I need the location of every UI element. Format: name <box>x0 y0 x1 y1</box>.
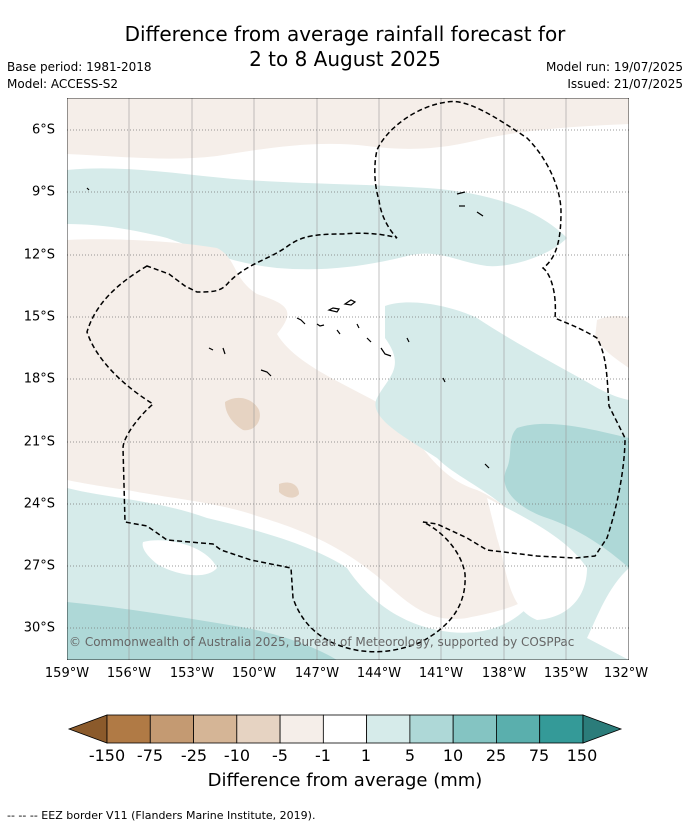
meta-left: Base period: 1981-2018 Model: ACCESS-S2 <box>7 59 152 93</box>
colorbar-cell <box>366 714 411 744</box>
lon-label: 147°W <box>294 666 340 681</box>
title-line-1: Difference from average rainfall forecas… <box>124 22 566 46</box>
colorbar-label: -150 <box>88 746 126 765</box>
issued-date: Issued: 21/07/2025 <box>567 77 683 91</box>
base-period: Base period: 1981-2018 <box>7 60 152 74</box>
lat-label: 24°S <box>23 496 55 512</box>
title-line-2: 2 to 8 August 2025 <box>249 47 441 71</box>
eez-border-french-polynesia <box>86 100 626 653</box>
colorbar-cells <box>106 714 584 744</box>
region-dry-patch-2 <box>279 482 299 498</box>
map-title: Difference from average rainfall forecas… <box>0 22 690 72</box>
islands <box>86 187 490 469</box>
lat-label: 15°S <box>23 309 55 325</box>
lon-label: 144°W <box>356 666 402 681</box>
lat-label: 18°S <box>23 371 55 387</box>
lon-label: 153°W <box>169 666 215 681</box>
lon-label: 156°W <box>106 666 152 681</box>
colorbar <box>67 714 623 744</box>
lon-label: 159°W <box>44 666 90 681</box>
lon-label: 141°W <box>418 666 464 681</box>
colorbar-title: Difference from average (mm) <box>207 770 483 791</box>
lat-label: 30°S <box>23 620 55 636</box>
region-wetter-east <box>504 423 629 568</box>
lat-label: 9°S <box>31 184 55 200</box>
lat-label: 27°S <box>23 558 55 574</box>
region-neutral-southwest <box>142 540 217 576</box>
lon-label: 150°W <box>231 666 277 681</box>
lat-label: 6°S <box>31 122 55 138</box>
lat-label: 12°S <box>23 247 55 263</box>
colorbar-cell <box>279 714 324 744</box>
copyright-text: © Commonwealth of Australia 2025, Bureau… <box>69 635 574 649</box>
colorbar-cell <box>193 714 238 744</box>
colorbar-label: -10 <box>223 746 251 765</box>
colorbar-extend-high <box>582 714 623 744</box>
region-dry-northeast <box>595 316 629 368</box>
grid-lines <box>67 129 629 629</box>
colorbar-label: 1 <box>360 746 372 765</box>
colorbar-cell <box>236 714 281 744</box>
meta-right: Model run: 19/07/2025 Issued: 21/07/2025 <box>546 59 683 93</box>
model-run: Model run: 19/07/2025 <box>545 60 683 74</box>
eez-legend-note: -- -- -- EEZ border V11 (Flanders Marine… <box>7 809 316 822</box>
rainfall-map: © Commonwealth of Australia 2025, Bureau… <box>67 98 629 660</box>
colorbar-cell <box>149 714 194 744</box>
region-dry-patch-1 <box>225 397 260 431</box>
colorbar-label: 150 <box>566 746 598 765</box>
colorbar-label: -1 <box>315 746 331 765</box>
lat-label: 21°S <box>23 434 55 450</box>
lon-label: 132°W <box>603 666 649 681</box>
colorbar-label: -25 <box>180 746 208 765</box>
colorbar-cell <box>322 714 368 744</box>
colorbar-cell <box>496 714 541 744</box>
colorbar-cell <box>106 714 151 744</box>
model-name: Model: ACCESS-S2 <box>7 77 119 91</box>
colorbar-cell <box>409 714 454 744</box>
colorbar-label: -5 <box>272 746 288 765</box>
region-neutral-southeast <box>487 498 587 620</box>
colorbar-extend-low <box>67 714 108 744</box>
lon-label: 138°W <box>481 666 527 681</box>
colorbar-label: 5 <box>404 746 416 765</box>
colorbar-label: 10 <box>442 746 464 765</box>
colorbar-cell <box>452 714 497 744</box>
region-wetter-southwest <box>67 602 337 660</box>
colorbar-cell <box>539 714 584 744</box>
meridian-lines <box>128 98 567 660</box>
colorbar-label: 75 <box>528 746 550 765</box>
colorbar-label: -75 <box>136 746 164 765</box>
colorbar-label: 25 <box>485 746 507 765</box>
lon-label: 135°W <box>543 666 589 681</box>
